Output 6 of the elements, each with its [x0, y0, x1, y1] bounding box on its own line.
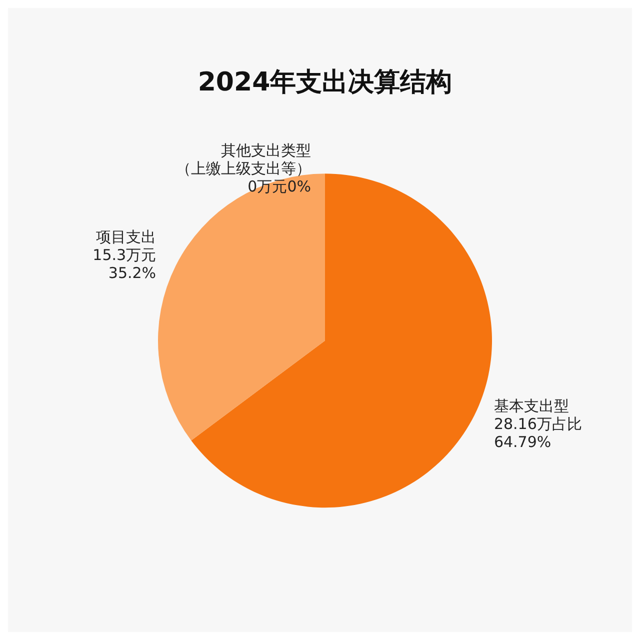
- slice-label: 项目支出: [96, 228, 156, 246]
- slice-label: 基本支出型: [494, 397, 569, 416]
- category-label: 其他支出类型（上缴上级支出等）: [176, 141, 311, 178]
- data-label: 28.16万占比 64.79%: [494, 415, 582, 452]
- data-label: 15.3万元 35.2%: [92, 246, 156, 282]
- chart-title: 2024年支出决算结构: [198, 67, 452, 98]
